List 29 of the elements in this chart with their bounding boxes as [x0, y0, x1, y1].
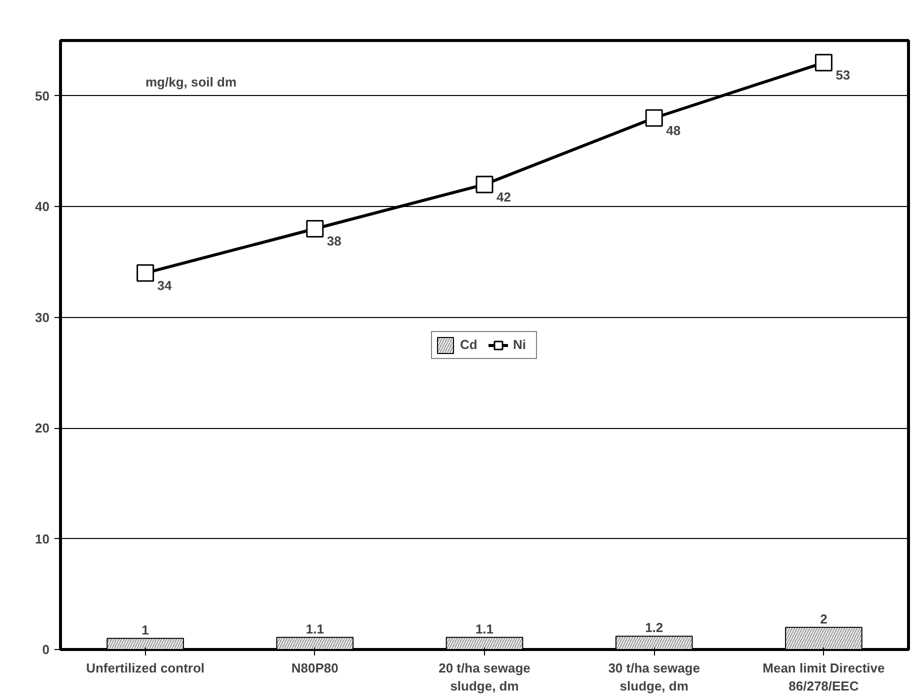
legend-label: Cd — [460, 337, 478, 352]
x-tick-label: Unfertilized control — [86, 660, 205, 676]
y-tick-label: 40 — [35, 199, 50, 214]
legend-label: Ni — [513, 337, 527, 352]
annotation: mg/kg, soil dm — [146, 74, 237, 90]
data-label: 2 — [820, 611, 828, 626]
data-label: 42 — [496, 189, 511, 204]
data-label: 53 — [836, 68, 850, 83]
data-label: 48 — [666, 123, 681, 138]
data-label: 1.1 — [306, 621, 324, 636]
data-label: 1.2 — [645, 620, 664, 636]
point — [306, 220, 324, 238]
y-tick-label: 50 — [35, 88, 50, 104]
y-tick-label: 20 — [35, 420, 50, 436]
point — [476, 176, 494, 194]
y-tick-label: 10 — [35, 531, 50, 546]
x-tick-label: 20 t/ha sewage sludge, dm — [438, 660, 530, 694]
point — [645, 109, 663, 127]
x-tick-label: Mean limit Directive 86/278/EEC — [762, 660, 885, 694]
x-tick-label: N80P80 — [291, 660, 338, 676]
point — [814, 54, 832, 72]
x-tick-label: 30 t/ha sewage sludge, dm — [608, 660, 700, 694]
y-tick-label: 30 — [35, 310, 50, 325]
y-tick-label: 0 — [42, 642, 50, 657]
data-label: 1 — [142, 622, 149, 638]
point — [136, 264, 154, 282]
data-label: 34 — [157, 278, 173, 294]
data-label: 1.1 — [475, 621, 494, 636]
data-label: 38 — [326, 234, 342, 249]
